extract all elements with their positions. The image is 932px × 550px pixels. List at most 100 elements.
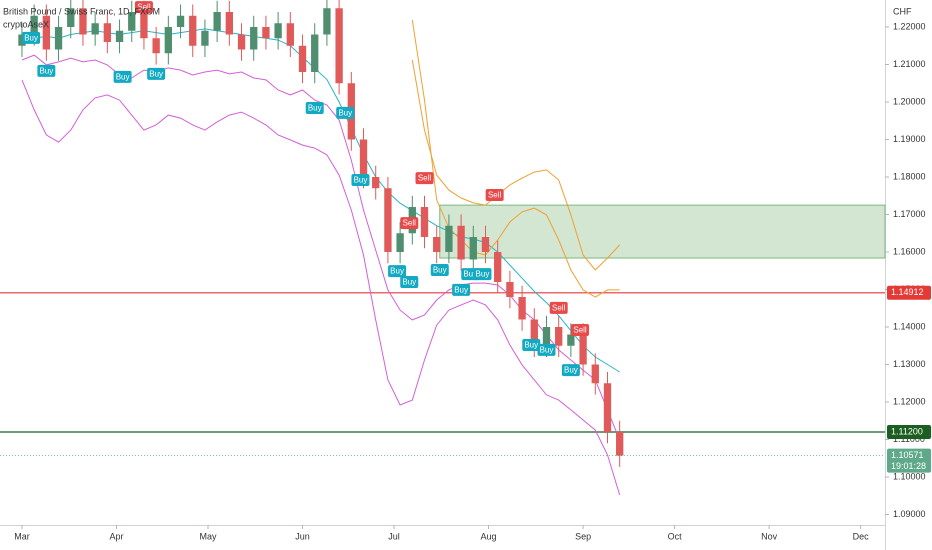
candle-body — [579, 334, 587, 365]
candle-body — [128, 12, 136, 31]
currency-label: CHF — [893, 6, 912, 16]
candle-body — [396, 233, 404, 252]
candle-body — [469, 237, 477, 260]
candle-body — [115, 30, 124, 42]
candle-body — [274, 23, 282, 39]
x-tick-label: Oct — [668, 531, 683, 541]
signal-tag — [305, 102, 324, 114]
signal-tag — [336, 106, 355, 119]
y-tick-label: 1.16000 — [893, 246, 926, 256]
x-tick-label: Jul — [388, 531, 400, 541]
signal-label: Sell — [403, 219, 417, 228]
signal-label: Buy — [540, 345, 554, 354]
indicator-line — [411, 59, 621, 271]
candle-body — [262, 27, 270, 39]
y-tick-label: 1.20000 — [893, 96, 926, 106]
signal-label: Buy — [149, 69, 163, 78]
candle-body — [359, 139, 368, 177]
supply-demand-zone — [439, 204, 886, 259]
x-tick-label: Sep — [575, 531, 591, 541]
candle-body — [176, 15, 185, 27]
signal-label: Buy — [338, 108, 352, 117]
signal-label: Buy — [39, 66, 53, 75]
candle-body — [445, 225, 453, 252]
candle-body — [555, 327, 563, 346]
signal-label: Buy — [564, 366, 578, 375]
candle-body — [420, 207, 429, 237]
candle-body — [67, 8, 75, 27]
signal-label: Buy — [390, 267, 404, 276]
candle-body — [335, 8, 343, 84]
chart-title: British Pound / Swiss Franc, 1D, FXCM — [3, 6, 160, 16]
signal-tag — [147, 67, 166, 80]
y-tick-label: 1.13000 — [893, 359, 926, 369]
candle-body — [152, 38, 160, 54]
signal-tag — [561, 364, 580, 377]
signal-tag — [400, 276, 419, 288]
y-tick-label: 1.17000 — [893, 209, 926, 219]
candle-body — [567, 334, 575, 346]
signal-tag — [134, 1, 153, 14]
candle-body — [237, 34, 246, 50]
candle-body — [457, 225, 465, 260]
x-tick-label: Dec — [853, 531, 870, 541]
candle-body — [250, 27, 258, 50]
candle-body — [30, 15, 38, 35]
candle-body — [54, 27, 63, 50]
x-tick-label: Nov — [761, 531, 778, 541]
signal-label: Sell — [488, 191, 502, 200]
candle-body — [603, 383, 612, 432]
signal-tag — [452, 283, 471, 296]
signal-label: Buy — [476, 270, 490, 279]
candle-body — [542, 327, 551, 346]
plot-area: Buy Buy Sell Buy Buy Buy Buy Buy Sell Sell Buy Buy B… — [0, 0, 886, 496]
x-tick-label: Jun — [295, 531, 310, 541]
candle-body — [225, 12, 233, 35]
candle-body — [518, 297, 526, 320]
signal-label: Buy — [308, 104, 322, 113]
signal-tag — [22, 31, 41, 44]
candle-body — [213, 12, 221, 31]
indicator-line — [21, 79, 621, 496]
signal-tag — [473, 268, 492, 281]
candle-body — [481, 237, 490, 252]
level-price-label: 1.11200 — [891, 426, 923, 436]
signal-label: Buy — [433, 266, 447, 275]
signal-label: Buy — [24, 33, 38, 42]
signal-tag — [485, 189, 504, 201]
x-tick-label: Apr — [109, 531, 123, 541]
signal-tag — [113, 70, 132, 83]
candle-body — [189, 15, 197, 46]
signal-tag — [571, 324, 590, 336]
candle-body — [91, 23, 99, 35]
candle-body — [372, 177, 380, 189]
x-tick-label: Aug — [481, 531, 497, 541]
last-price-label: 1.10571 — [891, 450, 924, 460]
signal-tag — [537, 343, 556, 356]
candle-body — [311, 34, 319, 72]
signal-tag — [37, 64, 56, 77]
y-tick-label: 1.21000 — [893, 59, 926, 69]
y-tick-label: 1.18000 — [893, 171, 926, 181]
level-price-label: 1.14912 — [891, 287, 924, 297]
y-tick-label: 1.19000 — [893, 134, 926, 144]
candle-body — [384, 188, 392, 252]
signal-tag — [388, 265, 407, 278]
signal-label: Buy — [116, 72, 130, 81]
countdown-label: 19:01:28 — [891, 461, 926, 471]
signal-label: Sell — [573, 326, 587, 335]
candle-body — [591, 364, 599, 384]
indicator-name: cryptoAseX — [3, 19, 49, 29]
x-tick-label: Mar — [14, 531, 30, 541]
signal-label: Buy — [402, 278, 416, 287]
indicator-line — [411, 19, 620, 298]
candle-body — [140, 12, 148, 39]
candle-body — [103, 23, 112, 42]
candle-body — [164, 27, 172, 54]
y-tick-label: 1.10000 — [893, 471, 926, 481]
candle-body — [298, 45, 307, 72]
candle-body — [530, 319, 538, 346]
candle-body — [494, 252, 502, 282]
candle-body — [506, 282, 514, 297]
